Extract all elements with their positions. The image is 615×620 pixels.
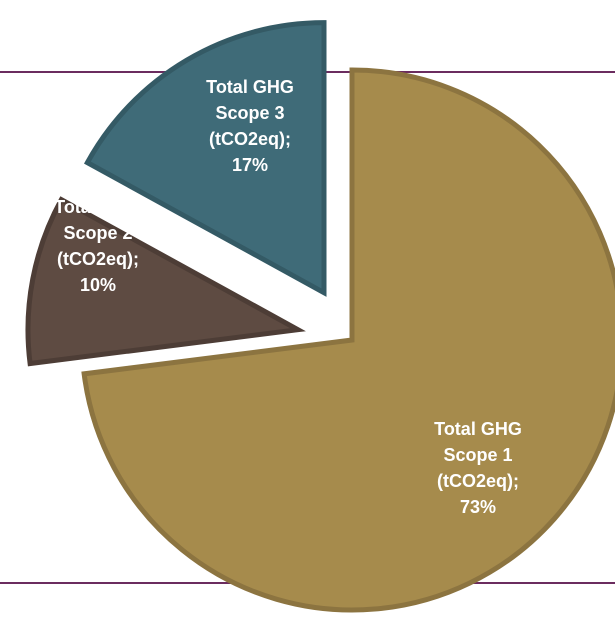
slice-category: Total GHG Scope 1 (tCO2eq); [434,419,522,491]
slice-label: Total GHG Scope 3 (tCO2eq); 17% [188,74,312,178]
slice-category: Total GHG Scope 3 (tCO2eq); [206,77,294,149]
pie-slice [84,20,327,297]
slice-value: 73% [459,497,497,517]
slice-label: Total GHG Scope 2 (tCO2eq); 10% [36,194,160,298]
pie-slice [81,67,615,613]
slice-category: Total GHG Scope 2 (tCO2eq); [54,197,142,269]
slice-label: Total GHG Scope 1 (tCO2eq); 73% [416,416,540,520]
slice-value: 17% [231,155,269,175]
pie-slice [25,196,306,367]
slice-value: 10% [79,275,117,295]
